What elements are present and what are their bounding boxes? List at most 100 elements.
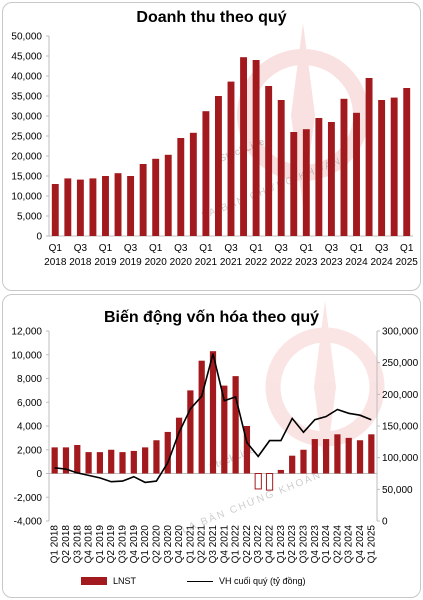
revenue-bar xyxy=(365,78,373,236)
revenue-bar xyxy=(378,100,386,236)
x-tick-label-quarter: Q3 xyxy=(325,243,339,254)
x-tick-label-year: 2024 xyxy=(345,257,368,268)
x-tick-label-quarter: Q1 xyxy=(400,243,414,254)
revenue-bar xyxy=(202,111,210,236)
revenue-bar xyxy=(64,178,72,236)
y-tick-label: 25,000 xyxy=(11,132,42,143)
lnst-bar xyxy=(243,426,251,474)
revenue-bar xyxy=(227,81,235,236)
x-tick-label: Q3 2019 xyxy=(118,525,129,564)
lnst-bar xyxy=(311,439,318,474)
market-cap-line xyxy=(54,353,372,484)
x-tick-label: Q1 2022 xyxy=(231,525,242,564)
lnst-bar xyxy=(108,449,115,474)
revenue-bar xyxy=(51,184,59,236)
x-tick-label-year: 2019 xyxy=(94,257,117,268)
legend-line-swatch xyxy=(187,580,213,582)
revenue-bar xyxy=(302,129,310,236)
lnst-bar xyxy=(356,440,364,474)
left-tick-label: 6,000 xyxy=(17,398,42,409)
revenue-bar xyxy=(177,138,185,236)
x-tick-label: Q2 2024 xyxy=(332,525,343,564)
lnst-bar xyxy=(300,449,307,474)
x-tick-label: Q1 2019 xyxy=(95,525,106,564)
x-tick-label-year: 2018 xyxy=(69,257,92,268)
left-tick-label: 2,000 xyxy=(17,445,42,456)
x-tick-label-year: 2021 xyxy=(220,257,243,268)
right-tick-label: 150,000 xyxy=(382,422,419,433)
legend-item-market-cap: VH cuối quý (tỷ đồng) xyxy=(187,576,306,586)
x-tick-label: Q4 2021 xyxy=(219,525,230,564)
revenue-bar xyxy=(265,86,273,236)
revenue-bar xyxy=(315,118,323,236)
revenue-bar xyxy=(214,96,222,236)
y-tick-label: 20,000 xyxy=(11,152,42,163)
revenue-bar xyxy=(403,88,411,236)
revenue-bar xyxy=(240,57,248,237)
x-tick-label: Q1 2023 xyxy=(276,525,287,564)
x-tick-label: Q4 2018 xyxy=(84,525,95,564)
x-tick-label-quarter: Q3 xyxy=(224,243,238,254)
revenue-bar xyxy=(139,164,147,236)
x-tick-label-quarter: Q3 xyxy=(74,243,88,254)
legend-label-market-cap: VH cuối quý (tỷ đồng) xyxy=(219,576,306,586)
lnst-bar xyxy=(289,455,296,474)
lnst-bar xyxy=(74,445,81,474)
y-tick-label: 50,000 xyxy=(11,32,42,43)
x-tick-label: Q3 2021 xyxy=(208,525,219,564)
lnst-bar xyxy=(96,452,104,474)
lnst-bar-negative xyxy=(254,473,262,490)
x-tick-label-year: 2022 xyxy=(245,257,268,268)
x-tick-label: Q1 2024 xyxy=(321,525,332,564)
right-tick-label: 200,000 xyxy=(382,390,419,401)
x-tick-label: Q1 2021 xyxy=(185,525,196,564)
x-tick-label-year: 2021 xyxy=(195,257,218,268)
revenue-bar xyxy=(327,122,335,236)
lnst-bar xyxy=(277,469,284,474)
lnst-bar xyxy=(232,376,239,474)
lnst-bar xyxy=(51,447,58,474)
revenue-bar xyxy=(114,173,122,236)
y-tick-label: 45,000 xyxy=(11,52,42,63)
x-tick-label: Q2 2020 xyxy=(151,525,162,564)
left-tick-label: -2,000 xyxy=(14,493,43,504)
x-tick-label: Q1 2020 xyxy=(140,525,151,564)
x-tick-label-quarter: Q1 xyxy=(99,243,113,254)
x-tick-label: Q1 2018 xyxy=(50,525,61,564)
y-tick-label: 0 xyxy=(36,232,42,243)
left-tick-label: -4,000 xyxy=(14,517,43,528)
left-tick-label: 4,000 xyxy=(17,422,42,433)
right-tick-label: 300,000 xyxy=(382,327,419,338)
x-tick-label: Q4 2023 xyxy=(310,525,321,564)
x-tick-label: Q3 2023 xyxy=(298,525,309,564)
revenue-bar xyxy=(353,112,360,236)
legend-label-lnst: LNST xyxy=(113,576,137,586)
x-tick-label-year: 2023 xyxy=(320,257,343,268)
x-tick-label: Q4 2020 xyxy=(174,525,185,564)
lnst-bar xyxy=(85,452,92,474)
market-cap-combo-chart: -4,000 -2,000 0 2,000 4,000 6,000 8,000 10,000 1… xyxy=(11,327,419,564)
right-tick-label: 50,000 xyxy=(382,485,413,496)
x-tick-label: Q4 2022 xyxy=(265,525,276,564)
x-tick-label: Q3 2020 xyxy=(163,525,174,564)
x-tick-label: Q3 2018 xyxy=(72,525,83,564)
lnst-bar xyxy=(198,360,205,474)
lnst-bar xyxy=(368,434,375,474)
y-tick-label: 10,000 xyxy=(11,192,42,203)
revenue-bar xyxy=(102,176,109,236)
right-tick-label: 250,000 xyxy=(382,358,419,369)
x-tick-label-quarter: Q3 xyxy=(375,243,389,254)
legend-bar-swatch xyxy=(81,577,107,585)
right-tick-label: 100,000 xyxy=(382,453,419,464)
chart-legend: LNST VH cuối quý (tỷ đồng) xyxy=(3,576,420,590)
x-tick-label: Q2 2022 xyxy=(242,525,253,564)
x-tick-label-year: 2022 xyxy=(270,257,293,268)
y-tick-label: 5,000 xyxy=(17,212,42,223)
y-tick-label: 30,000 xyxy=(11,112,42,123)
x-tick-label-quarter: Q1 xyxy=(300,243,314,254)
lnst-bar xyxy=(334,434,341,474)
lnst-bar xyxy=(153,440,160,474)
x-tick-label: Q3 2024 xyxy=(344,525,355,564)
x-tick-label: Q2 2023 xyxy=(287,525,298,564)
left-tick-label: 0 xyxy=(36,469,42,480)
